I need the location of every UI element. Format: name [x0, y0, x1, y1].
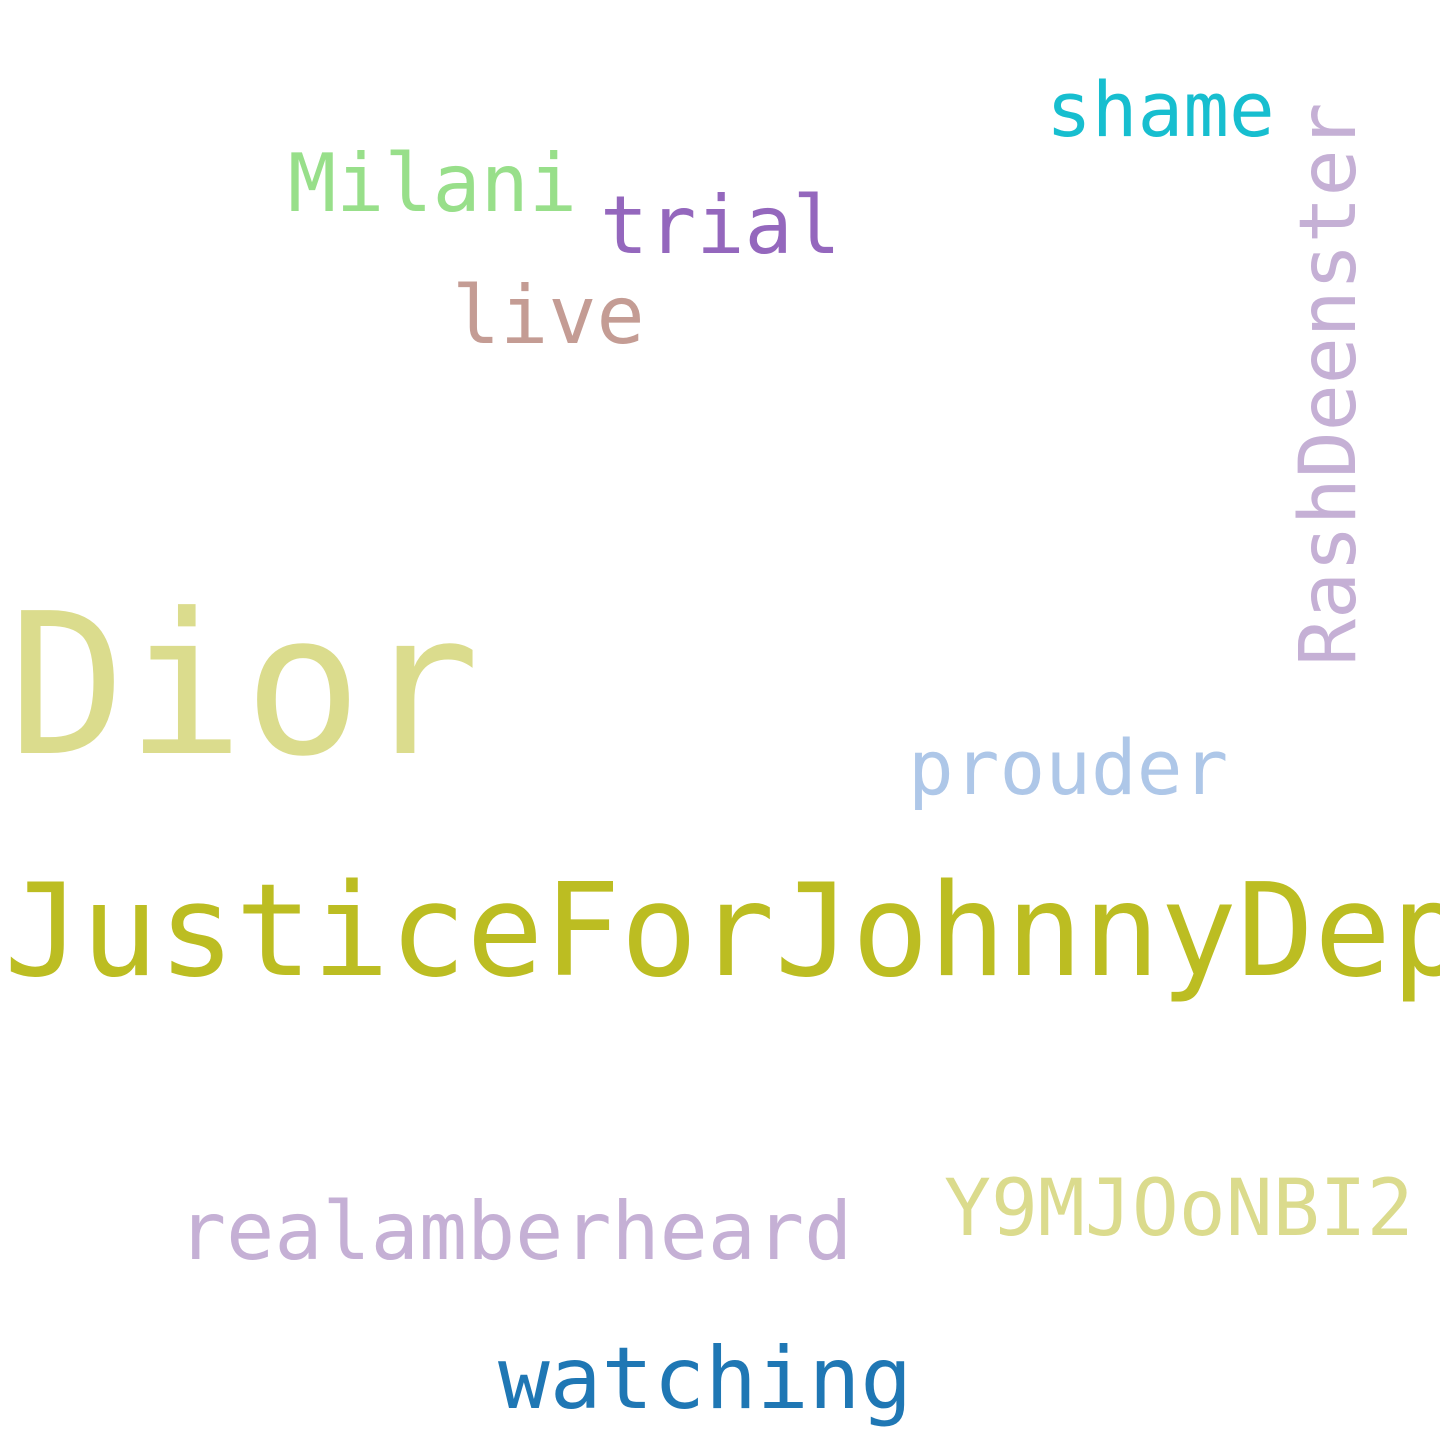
word-dior: Dior — [8, 572, 481, 800]
word-watching: watching — [498, 1329, 913, 1429]
word-milani: Milani — [288, 137, 577, 230]
word-rash-deenster: RashDeenster — [1284, 102, 1374, 666]
word-y9mjoonbi2: Y9MJOoNBI2 — [944, 1164, 1414, 1254]
word-trial: trial — [600, 179, 841, 272]
word-justice-for-johnny-depp: JusticeForJohnnyDepp — [4, 857, 1440, 1006]
word-live: live — [452, 269, 645, 362]
word-realamberheard: realamberheard — [178, 1185, 853, 1278]
word-shame: shame — [1046, 65, 1275, 154]
word-prouder: prouder — [908, 723, 1229, 812]
